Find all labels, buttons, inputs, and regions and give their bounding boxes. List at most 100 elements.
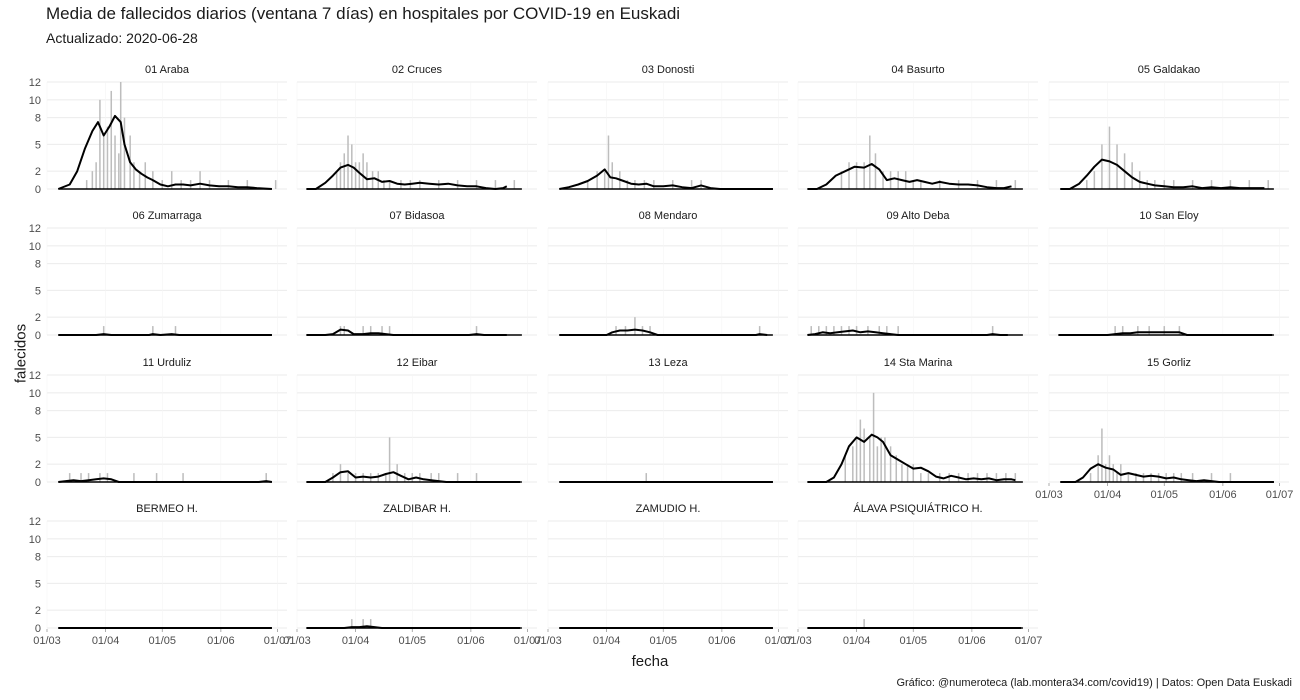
daily-bar — [863, 428, 865, 482]
y-tick-label: 0 — [35, 184, 41, 196]
daily-bar — [265, 473, 267, 482]
daily-bar — [1138, 171, 1141, 189]
daily-bar — [863, 619, 865, 628]
y-tick-label: 8 — [35, 113, 41, 125]
daily-bar — [895, 455, 898, 482]
x-tick-label: 01/07 — [1266, 489, 1294, 501]
facet-panel: 01 Araba 0 2 5 8 10 12 — [29, 64, 287, 196]
daily-bar — [938, 180, 941, 189]
facet-panel: BERMEO H. 0 2 5 8 10 12 01/03 01/04 01/05 01/06 01/… — [29, 503, 292, 647]
facet-panel: 10 San Eloy — [1048, 210, 1289, 336]
daily-bar — [859, 419, 862, 482]
daily-bar — [339, 162, 342, 189]
facet-title: ZAMUDIO H. — [636, 503, 701, 515]
daily-bar — [1086, 180, 1088, 189]
facet-title: 04 Basurto — [891, 64, 944, 76]
daily-bar — [825, 326, 828, 335]
daily-bar — [227, 180, 230, 189]
daily-bar — [1229, 473, 1232, 482]
daily-bar — [118, 153, 120, 189]
chart-title: Media de fallecidos diarios (ventana 7 d… — [46, 4, 681, 23]
daily-bar — [1120, 464, 1122, 482]
daily-bar — [369, 326, 372, 335]
x-tick-label: 01/05 — [900, 635, 928, 647]
daily-bar — [1150, 473, 1152, 482]
daily-bar — [114, 135, 116, 189]
daily-bar — [886, 326, 888, 335]
daily-bar — [878, 326, 881, 335]
daily-bar — [872, 392, 875, 482]
daily-bar — [437, 473, 440, 482]
y-tick-label: 5 — [35, 578, 41, 590]
facet-title: BERMEO H. — [136, 503, 198, 515]
facet-title: 02 Cruces — [392, 64, 443, 76]
facet-title: 07 Bidasoa — [389, 210, 445, 222]
daily-bar — [607, 135, 610, 189]
daily-bar — [335, 171, 338, 189]
daily-bar — [138, 171, 141, 189]
daily-bar — [1089, 473, 1092, 482]
daily-bar — [1210, 473, 1213, 482]
daily-bar — [855, 162, 858, 189]
x-tick-label: 01/05 — [1151, 489, 1179, 501]
daily-bar — [68, 473, 71, 482]
daily-bar — [1127, 473, 1130, 482]
daily-bar — [246, 180, 249, 189]
daily-bar — [152, 326, 154, 335]
daily-bar — [343, 153, 345, 189]
rolling-mean-line — [807, 433, 1016, 483]
daily-bar — [1101, 428, 1103, 482]
daily-bar — [833, 326, 835, 335]
y-tick-label: 5 — [35, 285, 41, 297]
facet-title: 11 Urduliz — [143, 357, 192, 369]
daily-bar — [880, 437, 882, 482]
y-tick-label: 2 — [35, 459, 41, 471]
chart-caption: Gráfico: @numeroteca (lab.montera34.com/… — [896, 677, 1292, 689]
daily-bar — [882, 171, 884, 189]
x-tick-label: 01/06 — [708, 635, 736, 647]
y-tick-label: 8 — [35, 552, 41, 564]
x-tick-label: 01/06 — [457, 635, 485, 647]
daily-bar — [920, 473, 922, 482]
daily-bar — [388, 180, 391, 189]
daily-bar — [1131, 162, 1133, 189]
daily-bar — [690, 180, 693, 189]
daily-bar — [1135, 473, 1137, 482]
daily-bar — [976, 473, 979, 482]
x-tick-label: 01/03 — [283, 635, 311, 647]
daily-bar — [1191, 180, 1194, 189]
daily-bar — [475, 180, 478, 189]
daily-bar — [1121, 326, 1124, 335]
daily-bar — [1163, 326, 1166, 335]
daily-bar — [1097, 455, 1099, 482]
x-tick-label: 01/06 — [1209, 489, 1237, 501]
daily-bar — [1112, 464, 1115, 482]
daily-bar — [1014, 180, 1017, 189]
daily-bar — [901, 464, 903, 482]
daily-bar — [119, 82, 122, 189]
facet-panel: 15 Gorliz 01/03 01/04 01/05 01/06 01/07 — [1035, 357, 1293, 501]
daily-bar — [456, 473, 459, 482]
rolling-mean-line — [306, 163, 508, 190]
x-tick-label: 01/05 — [650, 635, 678, 647]
x-tick-label: 01/04 — [593, 635, 621, 647]
daily-bar — [611, 162, 614, 189]
daily-bar — [645, 473, 648, 482]
x-tick-label: 01/03 — [534, 635, 562, 647]
daily-bar — [1229, 180, 1232, 189]
daily-bar — [1116, 144, 1118, 189]
y-tick-label: 12 — [29, 370, 41, 382]
daily-bar — [354, 162, 357, 189]
daily-bar — [634, 317, 636, 335]
facet-panel: 09 Alto Deba — [797, 210, 1038, 336]
daily-bar — [1210, 180, 1213, 189]
daily-bar — [371, 171, 374, 189]
facet-title: 06 Zumarraga — [132, 210, 202, 222]
daily-bar — [948, 473, 950, 482]
daily-bar — [603, 171, 606, 189]
daily-bar — [102, 135, 105, 189]
facet-title: ÁLAVA PSIQUIÁTRICO H. — [853, 502, 982, 515]
facet-panel: 08 Mendaro — [547, 210, 788, 336]
daily-bar — [475, 326, 478, 335]
